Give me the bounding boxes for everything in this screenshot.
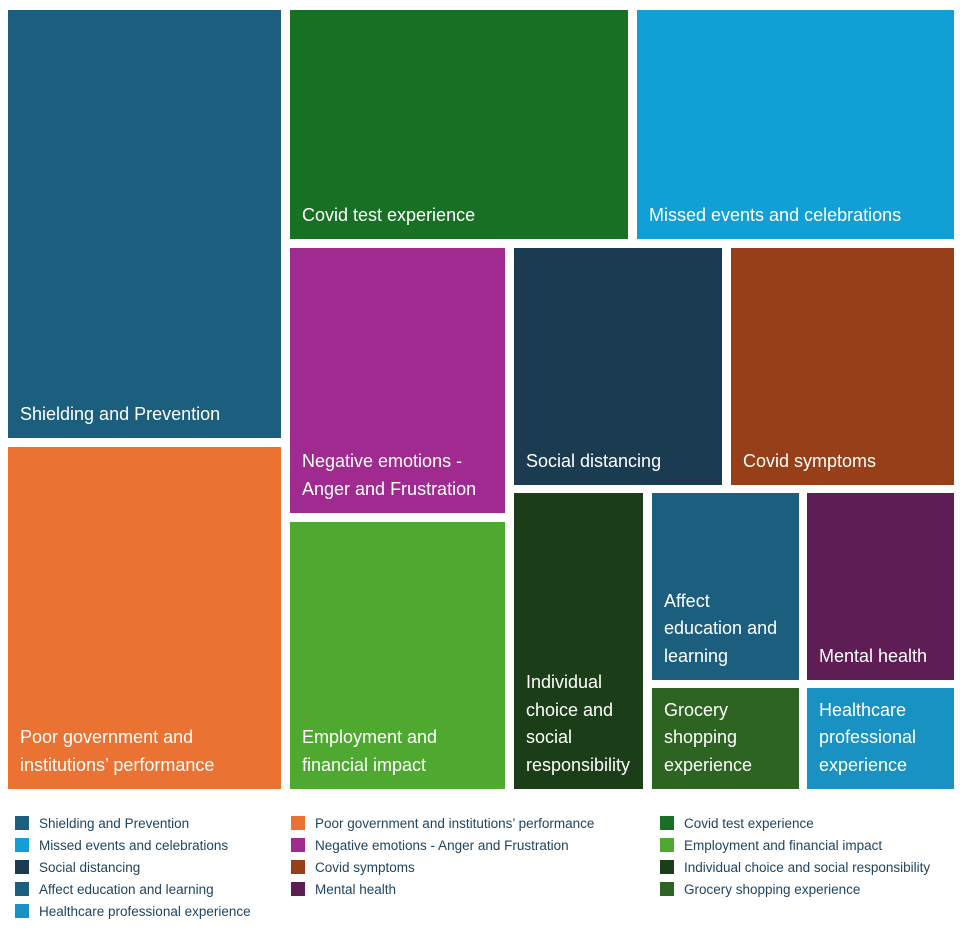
legend-label: Poor government and institutions’ perfor… xyxy=(315,815,595,831)
legend-item: Shielding and Prevention xyxy=(15,812,189,834)
legend-swatch xyxy=(291,860,305,874)
treemap-tile: Affect education and learning xyxy=(652,493,799,680)
legend-swatch xyxy=(291,882,305,896)
treemap-tile: Individual choice and social responsibil… xyxy=(514,493,643,789)
legend-swatch xyxy=(660,816,674,830)
treemap-tile: Covid test experience xyxy=(290,10,628,239)
legend-swatch xyxy=(291,816,305,830)
legend-item: Missed events and celebrations xyxy=(15,834,228,856)
legend-label: Employment and financial impact xyxy=(684,837,883,853)
legend-label: Missed events and celebrations xyxy=(39,837,229,853)
treemap-tile-label: Covid symptoms xyxy=(743,450,877,471)
legend-item: Negative emotions - Anger and Frustratio… xyxy=(291,834,569,856)
legend-item: Mental health xyxy=(291,878,396,900)
legend-item: Employment and financial impact xyxy=(660,834,882,856)
treemap-tile-label: Affect education and learning xyxy=(664,590,778,666)
legend-swatch xyxy=(15,860,29,874)
legend-swatch xyxy=(291,838,305,852)
treemap-tile: Covid symptoms xyxy=(731,248,954,485)
treemap-tile: Shielding and Prevention xyxy=(8,10,281,438)
legend-label: Negative emotions - Anger and Frustratio… xyxy=(315,837,569,853)
legend-label: Affect education and learning xyxy=(39,881,214,897)
legend-label: Shielding and Prevention xyxy=(39,815,190,831)
treemap-tile: Healthcare professional experience xyxy=(807,688,954,789)
treemap: Shielding and Prevention Poor government … xyxy=(8,10,954,789)
legend-label: Healthcare professional experience xyxy=(39,903,251,919)
treemap-tile: Social distancing xyxy=(514,248,722,485)
legend-item: Grocery shopping experience xyxy=(660,878,860,900)
legend-label: Mental health xyxy=(315,881,397,897)
legend-item: Covid test experience xyxy=(660,812,814,834)
legend: Shielding and Prevention Missed events an… xyxy=(0,812,963,932)
legend-item: Individual choice and social responsibil… xyxy=(660,856,930,878)
treemap-tile: Missed events and celebrations xyxy=(637,10,954,239)
treemap-tile-label: Poor government and institutions’ perfor… xyxy=(20,727,215,775)
legend-label: Individual choice and social responsibil… xyxy=(684,859,931,875)
legend-item: Covid symptoms xyxy=(291,856,415,878)
legend-swatch xyxy=(660,838,674,852)
legend-label: Social distancing xyxy=(39,859,141,875)
treemap-tile-label: Individual choice and social responsibil… xyxy=(526,672,631,775)
legend-swatch xyxy=(660,860,674,874)
treemap-tile-label: Missed events and celebrations xyxy=(649,204,902,225)
treemap-tile: Poor government and institutions’ perfor… xyxy=(8,447,281,789)
treemap-tile: Negative emotions - Anger and Frustratio… xyxy=(290,248,505,513)
treemap-tile-label: Shielding and Prevention xyxy=(20,403,221,424)
treemap-tile: Employment and financial impact xyxy=(290,522,505,789)
treemap-tile: Mental health xyxy=(807,493,954,680)
legend-item: Poor government and institutions’ perfor… xyxy=(291,812,594,834)
legend-swatch xyxy=(15,838,29,852)
treemap-tile-label: Healthcare professional experience xyxy=(819,699,917,775)
treemap-tile-label: Covid test experience xyxy=(302,204,476,225)
treemap-tile-label: Employment and financial impact xyxy=(302,727,438,775)
treemap-tile-label: Negative emotions - Anger and Frustratio… xyxy=(302,451,477,499)
legend-item: Healthcare professional experience xyxy=(15,900,251,922)
treemap-tile: Grocery shopping experience xyxy=(652,688,799,789)
legend-swatch xyxy=(15,904,29,918)
legend-label: Covid symptoms xyxy=(315,859,415,875)
legend-label: Covid test experience xyxy=(684,815,814,831)
legend-label: Grocery shopping experience xyxy=(684,881,861,897)
treemap-tile-label: Social distancing xyxy=(526,450,662,471)
treemap-tile-label: Grocery shopping experience xyxy=(664,699,753,775)
legend-item: Affect education and learning xyxy=(15,878,214,900)
legend-item: Social distancing xyxy=(15,856,140,878)
treemap-tile-label: Mental health xyxy=(819,645,928,666)
legend-swatch xyxy=(660,882,674,896)
legend-swatch xyxy=(15,816,29,830)
legend-swatch xyxy=(15,882,29,896)
